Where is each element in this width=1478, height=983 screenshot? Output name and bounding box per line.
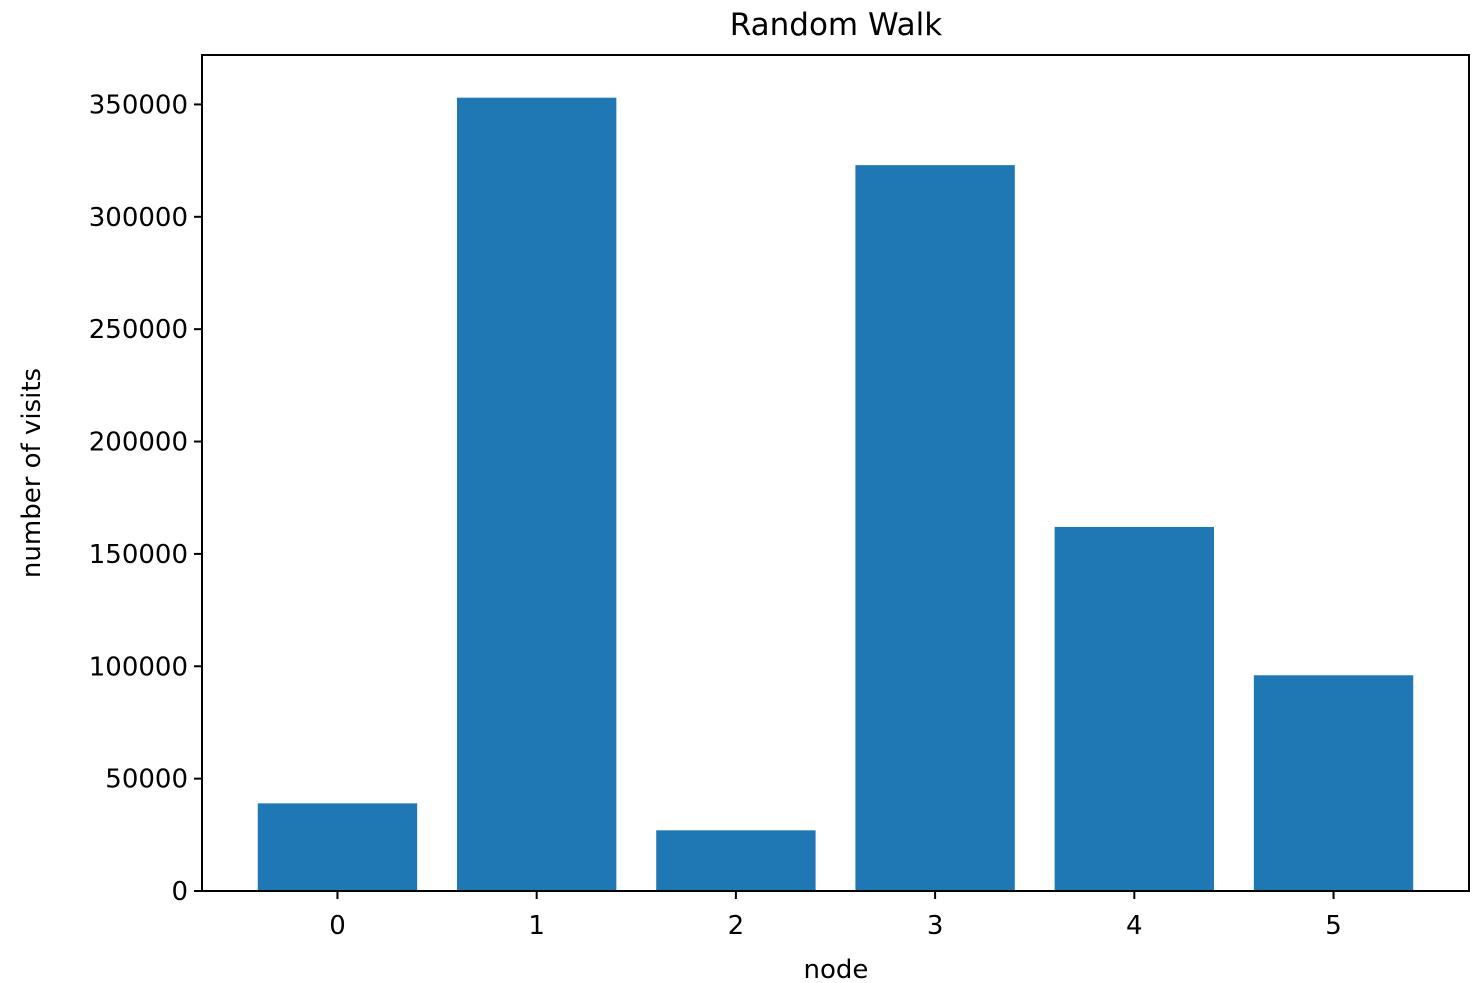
x-tick-label: 3: [927, 911, 944, 941]
x-tick-label: 0: [329, 911, 346, 941]
x-axis-title: node: [804, 955, 869, 983]
bar-node-2: [656, 830, 816, 891]
bar-node-3: [855, 165, 1015, 891]
y-tick-label: 50000: [105, 765, 188, 795]
x-axis: 0 1 2 3 4 5: [329, 891, 1342, 941]
bar-node-4: [1054, 526, 1215, 891]
y-tick-label: 150000: [89, 540, 188, 570]
y-tick-label: 200000: [89, 428, 188, 458]
y-axis-title: number of visits: [17, 368, 47, 578]
y-tick-label: 300000: [89, 203, 188, 233]
bar-node-5: [1253, 675, 1414, 891]
chart-title: Random Walk: [730, 7, 942, 43]
x-tick-label: 5: [1325, 911, 1342, 941]
bar-node-1: [456, 97, 617, 891]
x-tick-label: 1: [528, 911, 545, 941]
y-tick-label: 250000: [89, 315, 188, 345]
y-tick-label: 0: [171, 877, 188, 907]
y-tick-label: 100000: [89, 652, 188, 682]
x-tick-label: 4: [1126, 911, 1143, 941]
x-tick-label: 2: [728, 911, 745, 941]
bars-layer: [257, 97, 1414, 891]
y-axis: 0 50000 100000 150000 200000 250000 300000 3500…: [89, 90, 202, 907]
bar-node-0: [257, 803, 418, 891]
y-tick-label: 350000: [89, 90, 188, 120]
plot-frame: [201, 54, 1470, 892]
